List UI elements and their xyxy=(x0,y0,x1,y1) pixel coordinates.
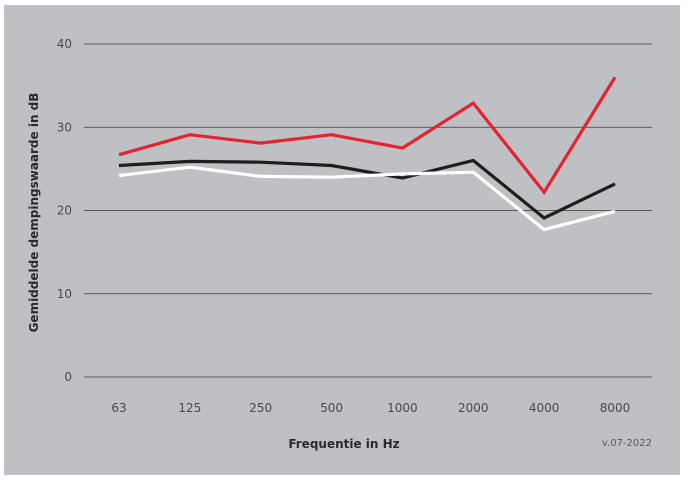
x-tick-label-2000: 2000 xyxy=(458,401,489,415)
y-tick-label-40: 40 xyxy=(57,37,72,51)
x-axis-title: Frequentie in Hz xyxy=(288,437,399,451)
x-tick-label-8000: 8000 xyxy=(600,401,631,415)
y-tick-label-20: 20 xyxy=(57,204,72,218)
x-tick-label-125: 125 xyxy=(178,401,201,415)
x-tick-label-63: 63 xyxy=(111,401,126,415)
y-tick-label-30: 30 xyxy=(57,120,72,134)
y-axis-title: Gemiddelde dempingswaarde in dB xyxy=(27,93,41,333)
series-line-3 xyxy=(118,165,616,232)
grid-lines xyxy=(84,43,652,378)
series-line-1 xyxy=(118,76,617,195)
x-tick-label-1000: 1000 xyxy=(387,401,418,415)
version-label: v.07-2022 xyxy=(602,438,652,449)
series-lines xyxy=(118,76,617,232)
x-tick-labels: 63 125 250 500 1000 2000 4000 8000 xyxy=(111,401,630,415)
y-tick-label-10: 10 xyxy=(57,287,72,301)
x-tick-label-4000: 4000 xyxy=(529,401,560,415)
chart-panel: 0 10 20 30 40 63 125 250 500 1000 2000 4000 8000 Ge… xyxy=(4,5,680,475)
y-tick-label-0: 0 xyxy=(64,370,72,384)
series-line-2 xyxy=(118,158,616,220)
x-tick-label-250: 250 xyxy=(249,401,272,415)
x-tick-label-500: 500 xyxy=(320,401,343,415)
line-chart: 0 10 20 30 40 63 125 250 500 1000 2000 4000 8000 Ge… xyxy=(27,37,652,451)
y-tick-labels: 0 10 20 30 40 xyxy=(57,37,72,384)
